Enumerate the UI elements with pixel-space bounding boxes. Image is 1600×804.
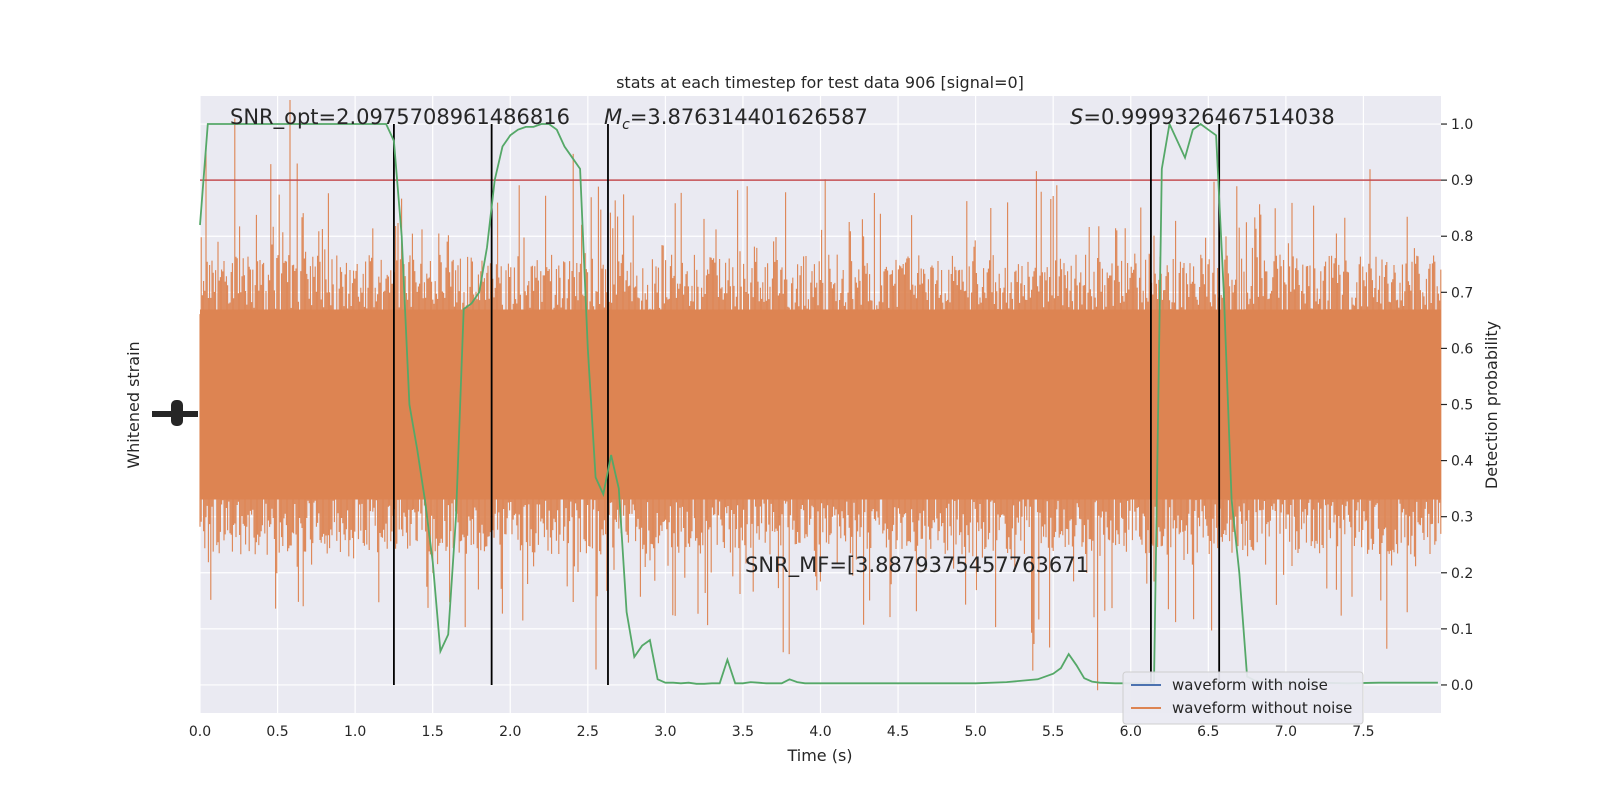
legend-label-without-noise: waveform without noise (1172, 699, 1352, 717)
y-tick-label: 1.0 (1451, 117, 1473, 133)
x-tick-label: 2.5 (577, 724, 599, 740)
y-tick-label: 0.9 (1451, 173, 1473, 189)
x-tick-label: 4.5 (887, 724, 909, 740)
y-tick-label: 0.7 (1451, 285, 1473, 301)
s-annotation: S=0.9999326467514038 (1070, 105, 1335, 129)
vertical-markers (393, 124, 1221, 685)
x-tick-label: 3.0 (654, 724, 676, 740)
x-axis-label: Time (s) (786, 746, 852, 765)
left-axis-ticks (152, 400, 198, 426)
y-tick-label: 0.0 (1451, 678, 1473, 694)
x-tick-label: 0.5 (266, 724, 288, 740)
noise-core (200, 309, 1441, 500)
y-tick-label: 0.5 (1451, 398, 1473, 414)
x-tick-label: 7.5 (1352, 724, 1374, 740)
x-tick-label: 6.5 (1197, 724, 1219, 740)
x-tick-label: 5.5 (1042, 724, 1064, 740)
chirp-mass-annotation: Mc=3.876314401626587 (604, 105, 868, 133)
y-tick-label: 0.8 (1451, 229, 1473, 245)
y-axis-left-label: Whitened strain (124, 341, 143, 468)
legend-box (1122, 671, 1364, 725)
x-tick-label: 1.5 (422, 724, 444, 740)
snr-opt-annotation: SNR_opt=2.0975708961486816 (230, 105, 570, 130)
x-tick-label: 4.0 (809, 724, 831, 740)
probability-line (199, 120, 1438, 685)
x-tick-label: 3.5 (732, 724, 754, 740)
legend-label-with-noise: waveform with noise (1172, 676, 1328, 694)
y-tick-label: 0.1 (1451, 622, 1473, 638)
chart-title: stats at each timestep for test data 906… (616, 73, 1024, 92)
x-tick-label: 0.0 (189, 724, 211, 740)
x-tick-label: 2.0 (499, 724, 521, 740)
y-tick-label: 0.2 (1451, 566, 1473, 582)
legend: waveform with noise waveform without noi… (1122, 671, 1364, 725)
y-tick-label: 0.6 (1451, 341, 1473, 357)
x-tick-label: 5.0 (964, 724, 986, 740)
y-tick-label: 0.4 (1451, 454, 1473, 470)
y-tick-label: 0.3 (1451, 510, 1473, 526)
y-axis-right-label: Detection probability (1482, 321, 1501, 489)
x-tick-label: 1.0 (344, 724, 366, 740)
x-tick-label: 6.0 (1120, 724, 1142, 740)
y-right-ticks: 0.0 0.1 0.2 0.3 0.4 0.5 0.6 0.7 0.8 0.9 1.0 (1441, 117, 1473, 694)
snr-mf-annotation: SNR_MF=[3.8879375457763671 (745, 553, 1089, 578)
x-ticks: 0.0 0.5 1.0 1.5 2.0 2.5 3.0 3.5 4.0 4.5 5.0 5.5 6.0 6… (189, 724, 1375, 740)
x-tick-label: 7.0 (1275, 724, 1297, 740)
